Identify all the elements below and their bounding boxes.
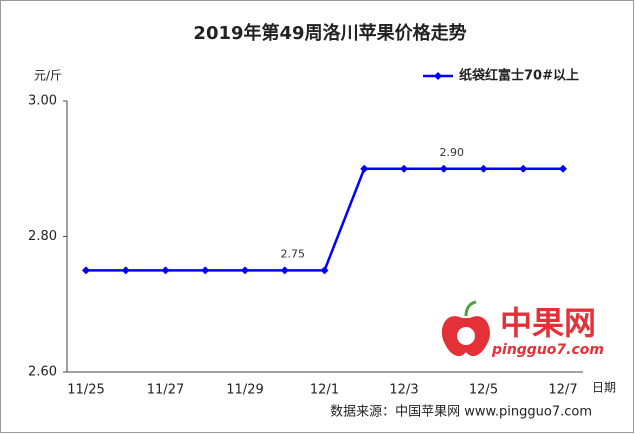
point-marker bbox=[241, 266, 249, 275]
chart-title: 2019年第49周洛川苹果价格走势 bbox=[193, 22, 466, 44]
x-axis-label: 日期 bbox=[592, 381, 616, 395]
point-marker bbox=[201, 266, 210, 275]
y-axis-label: 元/斤 bbox=[34, 69, 62, 83]
point-marker bbox=[320, 266, 329, 275]
point-marker bbox=[280, 266, 289, 275]
data-label: 2.75 bbox=[281, 247, 306, 260]
point-marker bbox=[559, 164, 567, 173]
x-tick-label: 12/7 bbox=[548, 383, 577, 398]
x-tick-label: 11/29 bbox=[226, 383, 263, 398]
y-tick-label: 3.00 bbox=[28, 94, 57, 109]
logo-stem bbox=[464, 300, 477, 317]
data-label: 2.90 bbox=[440, 146, 465, 159]
x-tick-label: 12/1 bbox=[310, 383, 339, 398]
point-marker bbox=[439, 164, 448, 173]
y-tick-label: 2.60 bbox=[28, 365, 57, 380]
point-marker bbox=[400, 164, 408, 173]
x-tick-label: 12/5 bbox=[469, 383, 498, 398]
point-marker bbox=[479, 164, 488, 173]
point-marker bbox=[121, 266, 130, 275]
legend-marker bbox=[434, 72, 442, 80]
y-tick-label: 2.80 bbox=[28, 229, 57, 244]
x-tick-label: 12/3 bbox=[389, 383, 418, 398]
x-tick-label: 11/25 bbox=[67, 383, 104, 398]
logo-mark bbox=[457, 327, 475, 345]
watermark: 中果网 pingguo7.com bbox=[441, 300, 604, 358]
point-marker bbox=[161, 266, 170, 275]
point-marker bbox=[82, 266, 90, 275]
source: 数据来源：中国苹果网 www.pingguo7.com bbox=[330, 405, 592, 420]
point-marker bbox=[360, 164, 369, 173]
watermark-url: pingguo7.com bbox=[491, 342, 604, 358]
x-tick-label: 11/27 bbox=[147, 383, 184, 398]
legend-label: 纸袋红富士70#以上 bbox=[459, 68, 579, 84]
watermark-text: 中果网 bbox=[500, 304, 596, 342]
point-marker bbox=[519, 164, 528, 173]
